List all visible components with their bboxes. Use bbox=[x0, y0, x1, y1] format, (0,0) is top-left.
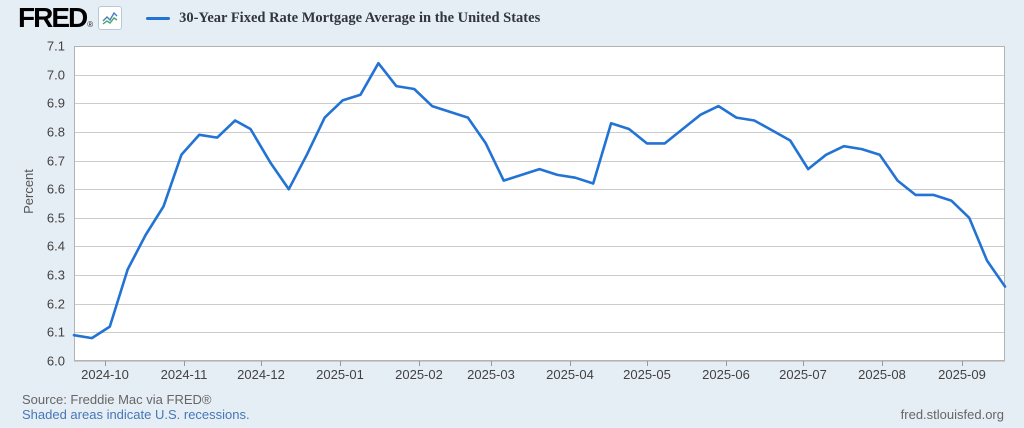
plot-area bbox=[74, 46, 1005, 361]
y-tick-label: 6.6 bbox=[47, 182, 65, 197]
recessions-link[interactable]: Shaded areas indicate U.S. recessions. bbox=[22, 407, 250, 422]
y-tick-label: 6.5 bbox=[47, 211, 65, 226]
x-tick-label: 2024-12 bbox=[237, 367, 285, 382]
x-tick-label: 2024-11 bbox=[161, 367, 208, 382]
y-tick-label: 6.7 bbox=[47, 154, 65, 169]
x-tick-label: 2025-07 bbox=[779, 367, 827, 382]
plot-border bbox=[74, 46, 1005, 361]
fred-sparkline-icon bbox=[98, 6, 123, 30]
x-tick-label: 2025-09 bbox=[938, 367, 986, 382]
data-series-line[interactable] bbox=[72, 61, 1007, 340]
x-tick-label: 2025-05 bbox=[623, 367, 671, 382]
y-tick-label: 6.0 bbox=[47, 354, 65, 369]
y-tick-label: 6.1 bbox=[47, 325, 65, 340]
y-tick-label: 6.4 bbox=[47, 239, 65, 254]
fred-logo[interactable]: FRED bbox=[18, 2, 88, 33]
registered-trademark: ® bbox=[87, 20, 94, 29]
legend: 30-Year Fixed Rate Mortgage Average in t… bbox=[146, 10, 540, 27]
x-tick-label: 2025-06 bbox=[702, 367, 750, 382]
series-legend-swatch bbox=[146, 16, 171, 20]
y-tick-label: 6.3 bbox=[47, 268, 65, 283]
chart-header: FRED ® 30-Year Fixed Rate Mortgage Avera… bbox=[18, 2, 540, 33]
series-legend-label[interactable]: 30-Year Fixed Rate Mortgage Average in t… bbox=[179, 9, 541, 26]
y-tick-label: 6.2 bbox=[47, 297, 65, 312]
x-tick-label: 2025-01 bbox=[316, 367, 364, 382]
x-tick-label: 2024-10 bbox=[81, 367, 129, 382]
source-note: Source: Freddie Mac via FRED® bbox=[22, 392, 212, 407]
y-tick-label: 7.0 bbox=[47, 68, 65, 83]
x-tick-label: 2025-03 bbox=[467, 367, 515, 382]
y-tick-label: 6.8 bbox=[47, 125, 65, 140]
site-url[interactable]: fred.stlouisfed.org bbox=[900, 407, 1004, 422]
x-tick-label: 2025-04 bbox=[546, 367, 594, 382]
x-tick-label: 2025-02 bbox=[395, 367, 443, 382]
x-tick-label: 2025-08 bbox=[858, 367, 906, 382]
y-tick-label: 7.1 bbox=[47, 39, 65, 54]
y-tick-label: 6.9 bbox=[47, 96, 65, 111]
y-axis-title: Percent bbox=[20, 169, 36, 214]
